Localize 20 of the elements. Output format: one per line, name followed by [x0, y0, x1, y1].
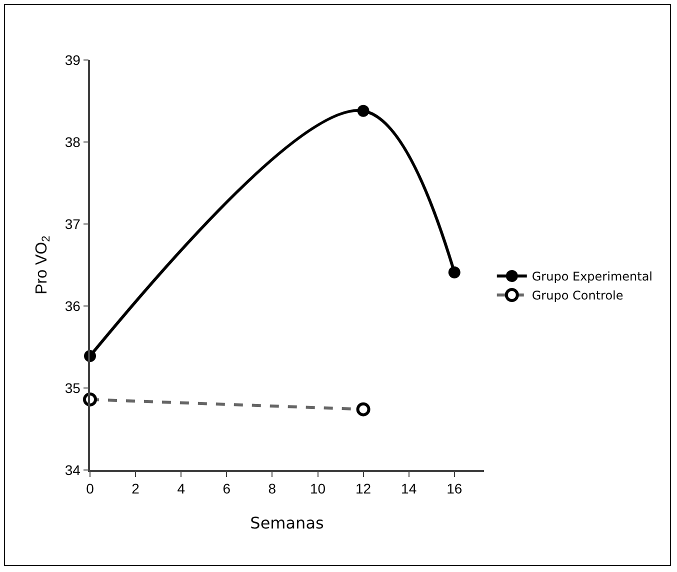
x-axis-title: Semanas: [250, 514, 324, 533]
x-tick-label: 12: [356, 480, 372, 497]
x-tick-label: 6: [222, 480, 231, 497]
legend-label: Grupo Experimental: [532, 270, 653, 284]
x-tick-label: 4: [177, 480, 186, 497]
y-tick-label: 36: [64, 298, 81, 314]
x-tick-label: 0: [86, 480, 94, 497]
y-tick-label: 38: [64, 134, 81, 150]
x-tick-label: 10: [310, 480, 326, 497]
legend-label: Grupo Controle: [532, 288, 624, 303]
point: [357, 104, 370, 117]
x-tick-label: 2: [132, 480, 140, 497]
y-tick-label: 34: [64, 462, 81, 478]
y-tick-label: 39: [64, 52, 81, 68]
point: [448, 266, 460, 278]
x-tick-label: 16: [446, 480, 462, 497]
x-tick-label: 14: [401, 480, 417, 497]
y-tick-label: 37: [64, 216, 81, 232]
y-tick-label: 35: [64, 380, 81, 396]
x-tick-label: 8: [268, 480, 276, 497]
